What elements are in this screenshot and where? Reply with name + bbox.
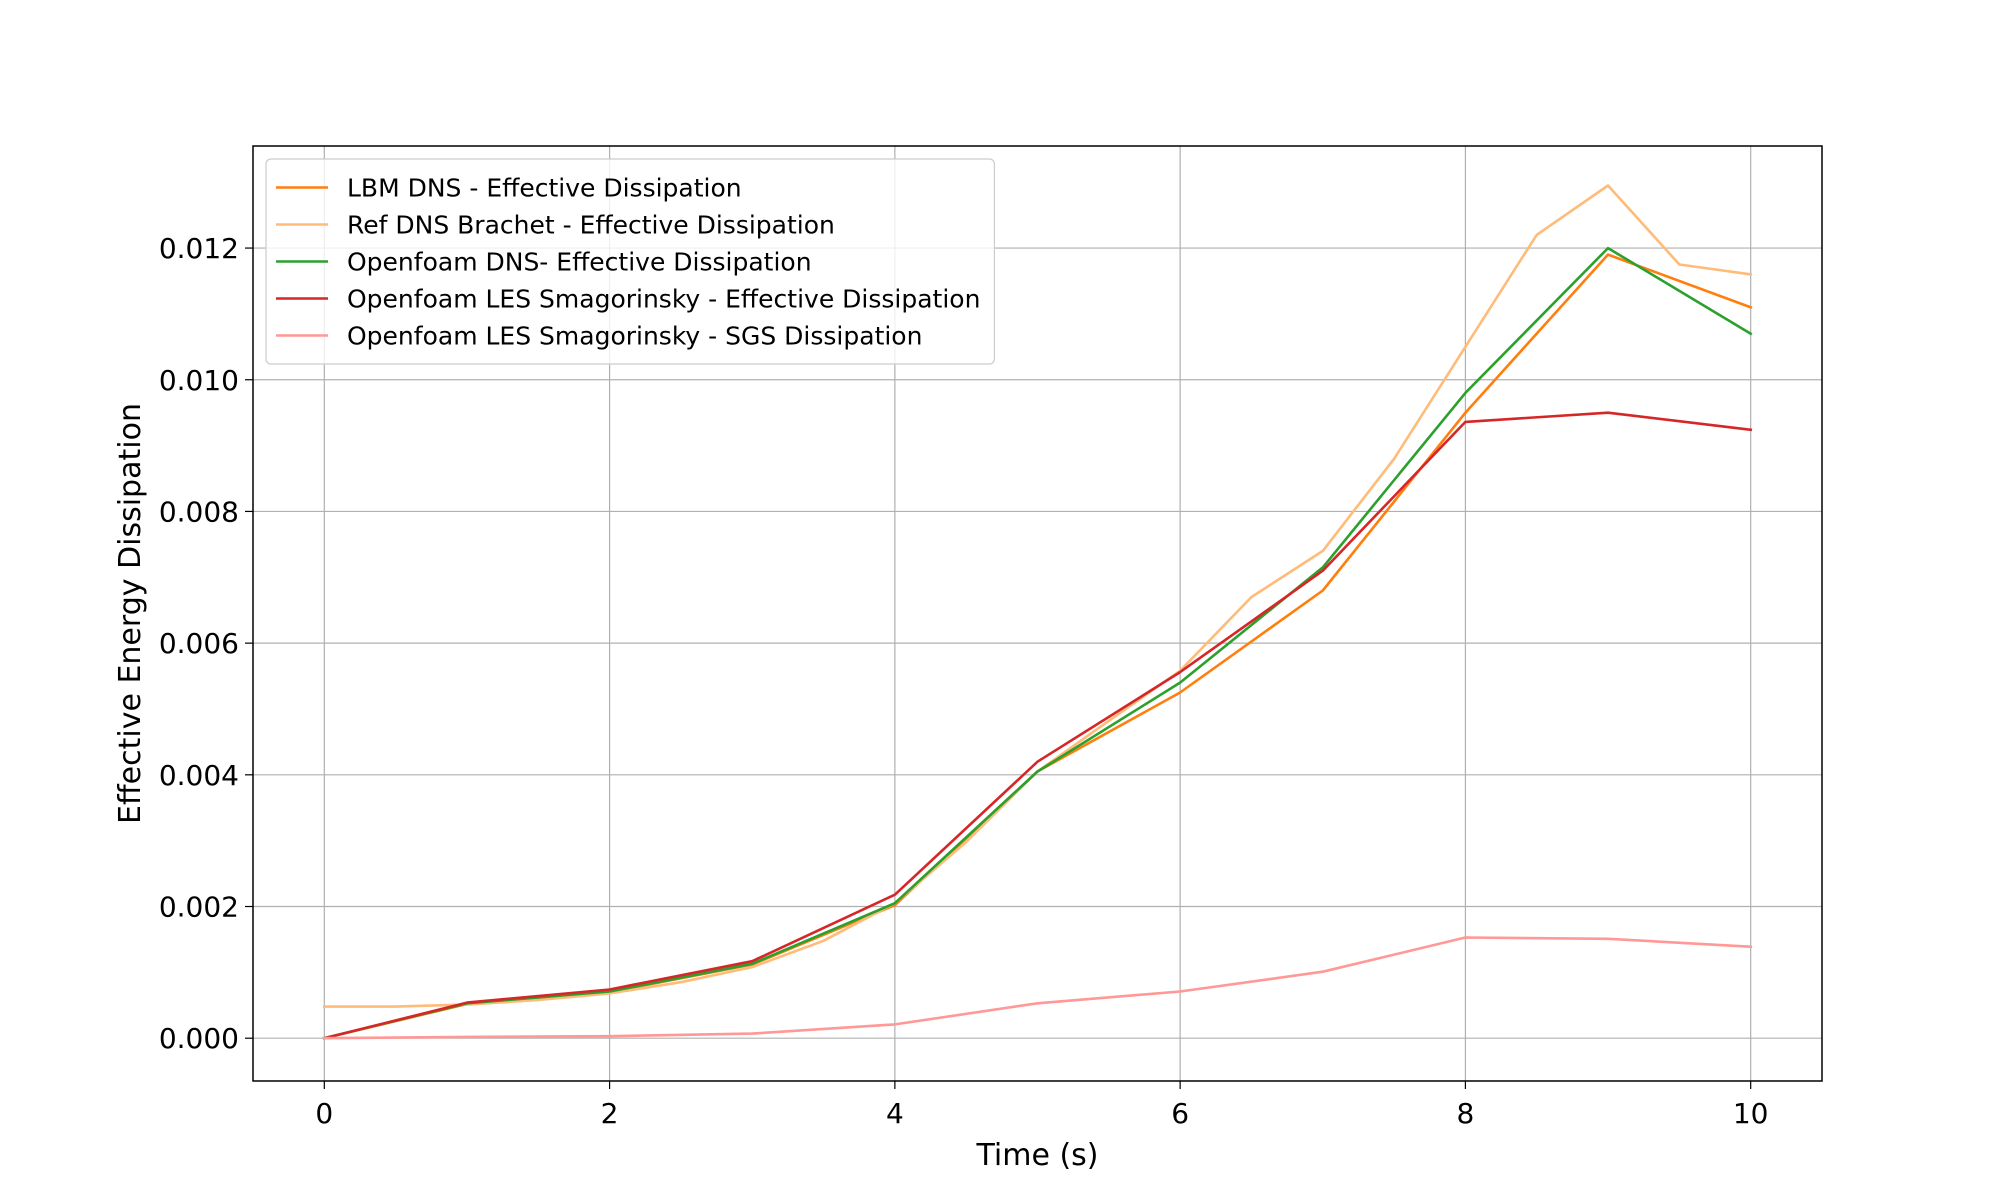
x-tick-label: 10 <box>1733 1097 1769 1130</box>
y-tick-label: 0.004 <box>159 759 239 792</box>
series-lines <box>322 184 1753 1040</box>
y-axis-label: Effective Energy Dissipation <box>113 403 148 824</box>
x-tick-label: 8 <box>1456 1097 1474 1130</box>
legend-label: Openfoam DNS- Effective Dissipation <box>347 248 812 277</box>
grid-lines <box>253 146 1822 1081</box>
y-tick-label: 0.010 <box>159 364 239 397</box>
y-tick-label: 0.002 <box>159 891 239 924</box>
legend-label: Ref DNS Brachet - Effective Dissipation <box>347 211 835 240</box>
plot-frame <box>252 145 1823 1082</box>
x-tick-label: 2 <box>601 1097 619 1130</box>
x-axis-ticks: 0 2 4 6 8 10 <box>315 1081 1769 1130</box>
x-axis-label: Time (s) <box>976 1138 1099 1173</box>
legend-label: Openfoam LES Smagorinsky - Effective Dis… <box>347 285 980 314</box>
series-line-5 <box>322 936 1753 1040</box>
series-line-1 <box>322 253 1753 1040</box>
x-tick-label: 6 <box>1171 1097 1189 1130</box>
x-tick-label: 4 <box>886 1097 904 1130</box>
y-tick-label: 0.012 <box>159 232 239 265</box>
y-axis-ticks: 0.000 0.002 0.004 0.006 0.008 0.010 0.012 <box>159 232 253 1055</box>
x-tick-label: 0 <box>315 1097 333 1130</box>
legend-label: Openfoam LES Smagorinsky - SGS Dissipati… <box>347 322 922 351</box>
legend-box <box>265 158 996 365</box>
y-tick-label: 0.000 <box>159 1022 239 1055</box>
legend-label: LBM DNS - Effective Dissipation <box>347 174 742 203</box>
series-line-3 <box>322 246 1753 1040</box>
y-tick-label: 0.006 <box>159 627 239 660</box>
legend: LBM DNS - Effective Dissipation Ref DNS B… <box>265 158 996 365</box>
series-line-4 <box>322 411 1753 1040</box>
y-tick-label: 0.008 <box>159 495 239 528</box>
